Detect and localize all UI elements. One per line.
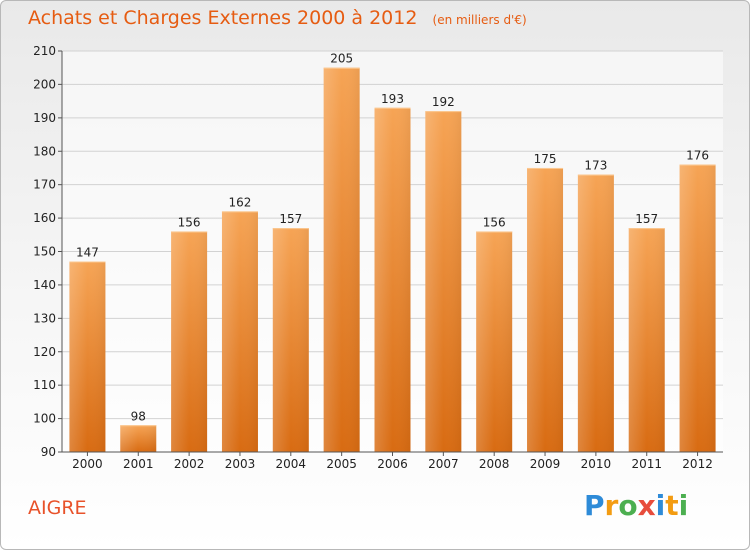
- bar-highlight: [527, 167, 564, 453]
- value-label: 205: [330, 52, 353, 66]
- value-label: 175: [534, 152, 557, 166]
- x-tick-label: 2002: [174, 457, 205, 471]
- x-tick-label: 2001: [123, 457, 154, 471]
- bar-highlight: [628, 228, 665, 452]
- bar-highlight: [171, 231, 208, 452]
- value-label: 156: [483, 215, 506, 229]
- y-tick-label: 210: [33, 44, 56, 58]
- x-tick-label: 2012: [682, 457, 713, 471]
- bar-highlight: [476, 231, 513, 452]
- x-tick-label: 2009: [530, 457, 561, 471]
- y-tick-label: 140: [33, 278, 56, 292]
- x-tick-label: 2007: [428, 457, 459, 471]
- value-label: 157: [279, 212, 302, 226]
- bar-highlight: [323, 67, 360, 452]
- x-tick-label: 2004: [276, 457, 307, 471]
- x-tick-label: 2000: [72, 457, 103, 471]
- y-tick-label: 150: [33, 245, 56, 259]
- value-label: 193: [381, 92, 404, 106]
- value-label: 162: [229, 195, 252, 209]
- value-label: 173: [584, 159, 607, 173]
- x-tick-label: 2006: [377, 457, 408, 471]
- x-tick-label: 2011: [631, 457, 662, 471]
- x-tick-label: 2008: [479, 457, 510, 471]
- logo-letter: i: [678, 489, 689, 522]
- bar-highlight: [69, 261, 106, 452]
- value-label: 98: [131, 409, 146, 423]
- y-tick-label: 180: [33, 144, 56, 158]
- bar-highlight: [374, 107, 411, 452]
- value-label: 176: [686, 149, 709, 163]
- x-tick-label: 2005: [326, 457, 357, 471]
- bars: [69, 67, 716, 453]
- logo-letter: x: [637, 489, 656, 522]
- bar-highlight: [120, 425, 157, 452]
- y-tick-label: 160: [33, 211, 56, 225]
- bar-highlight: [221, 211, 258, 452]
- logo-letter: t: [665, 489, 679, 522]
- logo-letter: o: [618, 489, 638, 522]
- y-tick-label: 90: [41, 445, 56, 459]
- y-tick-label: 120: [33, 345, 56, 359]
- x-tick-label: 2003: [225, 457, 256, 471]
- x-tick-labels: 2000 2001 2002 2003 2004 2005 2006 2007 2008 2009…: [72, 452, 713, 471]
- y-tick-label: 130: [33, 311, 56, 325]
- value-label: 192: [432, 95, 455, 109]
- value-label: 156: [178, 215, 201, 229]
- logo-letter: r: [604, 489, 619, 522]
- bar-highlight: [272, 228, 309, 452]
- y-tick-label: 200: [33, 77, 56, 91]
- chart-subtitle: (en milliers d'€): [432, 13, 527, 27]
- y-tick-label: 100: [33, 412, 56, 426]
- proxiti-logo: Proxiti: [584, 489, 688, 522]
- chart-title-block: Achats et Charges Externes 2000 à 2012 (…: [28, 7, 527, 37]
- value-label: 147: [76, 246, 99, 260]
- chart-title: Achats et Charges Externes 2000 à 2012: [28, 7, 418, 29]
- y-tick-labels: 90 100 110 120 130 140 150 160 170 180 190 200 210: [33, 44, 56, 459]
- commune-name: AIGRE: [28, 497, 87, 519]
- value-label: 157: [635, 212, 658, 226]
- bar-highlight: [679, 164, 716, 452]
- bar-highlight: [425, 111, 462, 453]
- y-tick-label: 170: [33, 178, 56, 192]
- x-tick-label: 2010: [581, 457, 612, 471]
- y-tick-label: 110: [33, 378, 56, 392]
- bar-highlight: [577, 174, 614, 452]
- value-labels: 147 98 156 162 157 205 193 192 156 175 173 157 176: [76, 52, 709, 424]
- logo-letter: i: [655, 489, 666, 522]
- logo-letter: P: [584, 489, 605, 522]
- y-tick-label: 190: [33, 111, 56, 125]
